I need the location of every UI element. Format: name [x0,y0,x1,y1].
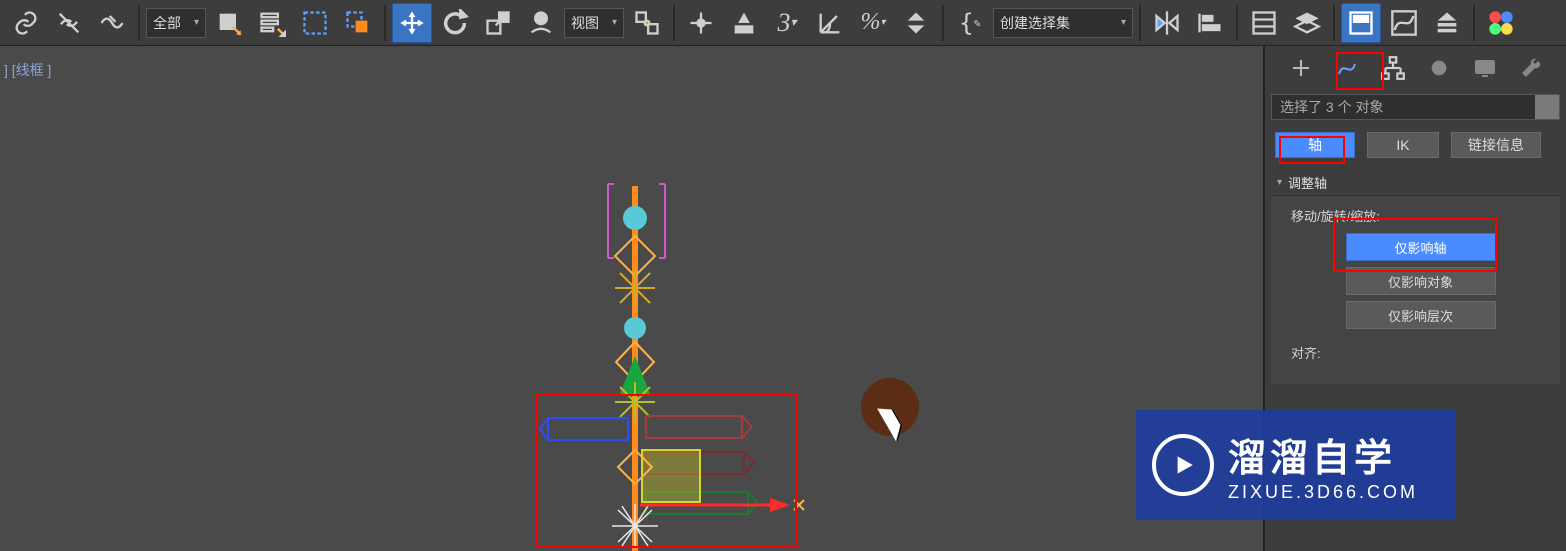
play-icon [1152,434,1214,496]
curve-editor-icon[interactable] [1384,3,1424,43]
linkinfo-tab-button[interactable]: 链接信息 [1451,132,1541,158]
viewport[interactable]: ] [线框 ] [0,46,1263,551]
window-crossing-icon[interactable] [338,3,378,43]
use-pivot-center-icon[interactable] [627,3,667,43]
cursor-indicator [861,378,919,436]
keyboard-shortcut-override-icon[interactable] [724,3,764,43]
toolbar-separator [138,5,140,41]
spinner-snap-icon[interactable] [896,3,936,43]
select-object-icon[interactable] [209,3,249,43]
toolbar-separator [673,5,675,41]
unlink-icon[interactable] [49,3,89,43]
selection-filter-dropdown[interactable]: 全部 ▾ [146,8,206,38]
main-toolbar: 全部 ▾ 视图 ▾ 3▾ %▾ [0,0,1566,46]
modify-tab-icon[interactable] [1327,51,1367,85]
watermark-text: 溜溜自学 ZIXUE.3D66.COM [1228,427,1418,503]
select-manipulate-icon[interactable] [681,3,721,43]
chevron-down-icon: ▾ [612,17,617,28]
toolbar-separator [1236,5,1238,41]
named-selection-set-label: 创建选择集 [1000,13,1070,33]
display-tab-icon[interactable] [1465,51,1505,85]
command-panel-tabs [1265,46,1566,90]
rollout-header[interactable]: 调整轴 [1271,170,1560,196]
snap-toggle-icon[interactable]: 3▾ [767,3,807,43]
selection-text: 选择了 3 个 对象 [1280,97,1383,117]
object-name-field[interactable]: 选择了 3 个 对象 [1271,94,1560,120]
selection-filter-label: 全部 [153,13,181,33]
align-label: 对齐: [1291,343,1550,362]
toggle-scene-explorer-icon[interactable] [1244,3,1284,43]
schematic-view-icon[interactable] [1427,3,1467,43]
watermark-line1: 溜溜自学 [1228,427,1418,482]
mirror-icon[interactable] [1147,3,1187,43]
affect-hierarchy-only-button[interactable]: 仅影响层次 [1346,301,1496,329]
select-region-icon[interactable] [295,3,335,43]
select-and-move-icon[interactable] [392,3,432,43]
ik-tab-label: IK [1396,137,1409,153]
chevron-down-icon: ▾ [1121,17,1126,28]
chevron-down-icon: ▾ [194,17,199,28]
edit-named-selection-icon[interactable]: {✎ [950,3,990,43]
affect-pivot-only-button[interactable]: 仅影响轴 [1346,233,1496,261]
ik-tab-button[interactable]: IK [1367,132,1439,158]
watermark-line2: ZIXUE.3D66.COM [1228,482,1418,503]
scene-content [0,46,1263,551]
affect-object-only-button[interactable]: 仅影响对象 [1346,267,1496,295]
hierarchy-tab-icon[interactable] [1373,51,1413,85]
align-icon[interactable] [1190,3,1230,43]
select-by-name-icon[interactable] [252,3,292,43]
rollout-title: 调整轴 [1288,173,1327,192]
rollout-body: 移动/旋转/缩放: 仅影响轴 仅影响对象 仅影响层次 对齐: [1271,196,1560,384]
object-color-swatch[interactable] [1535,95,1559,119]
link-icon[interactable] [6,3,46,43]
ref-coord-label: 视图 [571,13,599,33]
named-selection-set-dropdown[interactable]: 创建选择集 ▾ [993,8,1133,38]
pivot-tab-button[interactable]: 轴 [1275,132,1355,158]
hierarchy-subtabs: 轴 IK 链接信息 [1265,124,1566,166]
affect-pivot-only-label: 仅影响轴 [1394,238,1446,257]
select-and-rotate-icon[interactable] [435,3,475,43]
pivot-tab-label: 轴 [1308,135,1322,155]
mrs-label: 移动/旋转/缩放: [1291,206,1550,225]
toolbar-separator [942,5,944,41]
motion-tab-icon[interactable] [1419,51,1459,85]
toggle-layer-explorer-icon[interactable] [1287,3,1327,43]
adjust-pivot-rollout: 调整轴 移动/旋转/缩放: 仅影响轴 仅影响对象 仅影响层次 对齐: [1265,166,1566,388]
linkinfo-tab-label: 链接信息 [1468,135,1524,155]
percent-snap-icon[interactable]: %▾ [853,3,893,43]
toolbar-separator [1333,5,1335,41]
ref-coord-dropdown[interactable]: 视图 ▾ [564,8,624,38]
material-editor-icon[interactable] [1481,3,1521,43]
affect-hierarchy-only-label: 仅影响层次 [1388,306,1453,325]
create-tab-icon[interactable] [1281,51,1321,85]
utilities-tab-icon[interactable] [1511,51,1551,85]
affect-object-only-label: 仅影响对象 [1388,272,1453,291]
select-and-scale-icon[interactable] [478,3,518,43]
toolbar-separator [384,5,386,41]
toolbar-separator [1473,5,1475,41]
toggle-ribbon-icon[interactable] [1341,3,1381,43]
toolbar-separator [1139,5,1141,41]
select-and-place-icon[interactable] [521,3,561,43]
bind-to-spacewarp-icon[interactable] [92,3,132,43]
watermark: 溜溜自学 ZIXUE.3D66.COM [1136,410,1456,520]
angle-snap-icon[interactable] [810,3,850,43]
